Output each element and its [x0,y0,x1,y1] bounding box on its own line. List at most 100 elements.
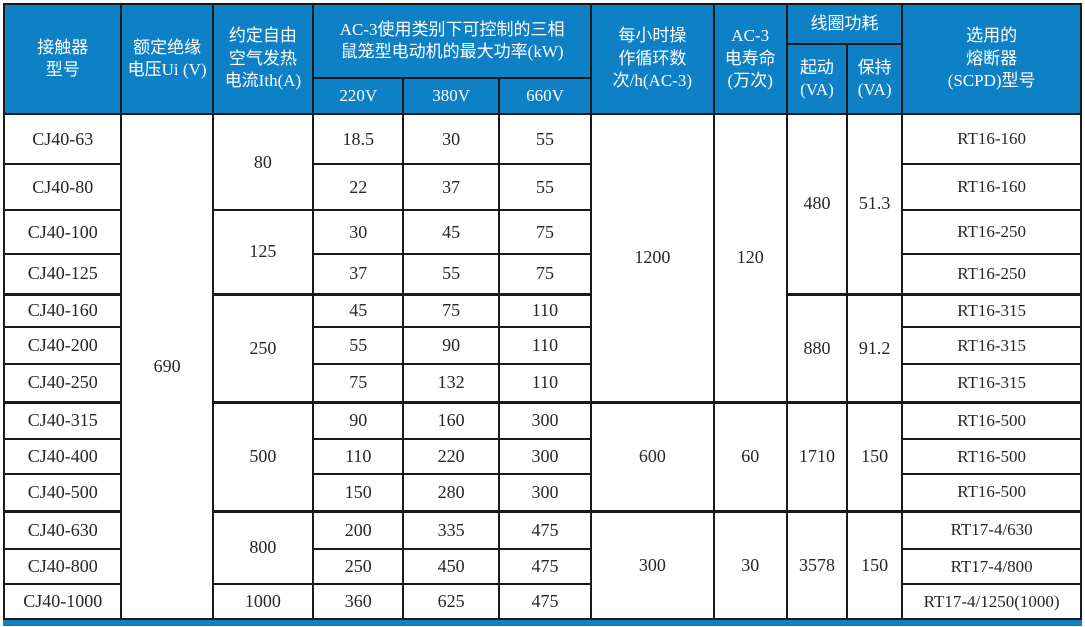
header-power-group: AC-3使用类别下可控制的三相 鼠笼型电动机的最大功率(kW) [312,3,593,79]
power-660-cell: 110 [497,326,593,365]
thermal-current-cell: 1000 [211,583,315,620]
model-cell: CJ40-315 [2,400,123,440]
table-row: CJ40-80 22 37 55 RT16-160 [2,163,1082,211]
header-coil-start: 起动 (VA) [785,43,849,115]
power-660-cell: 55 [497,163,593,211]
power-380-cell: 90 [402,326,500,365]
table-row: CJ40-630 800 200 335 475 300 30 3578 150… [2,509,1082,620]
insulation-voltage-cell: 690 [120,113,214,620]
table-header: 接触器 型号 额定绝缘 电压Ui (V) 约定自由 空气发热 电流Ith(A) … [2,3,1082,115]
power-220-cell: 90 [312,400,405,440]
power-380-cell: 160 [402,400,500,440]
power-660-cell: 300 [497,438,593,475]
model-cell: CJ40-63 [2,113,123,165]
power-660-cell: 75 [497,209,593,255]
life-cell: 120 [712,113,788,403]
table-row: CJ40-1000 1000 360 625 475 RT17-4/1250(1… [2,583,1082,620]
model-cell: CJ40-200 [2,326,123,365]
power-380-cell: 132 [402,363,500,403]
table-row: CJ40-400 110 220 300 RT16-500 [2,438,1082,475]
header-cycles-per-hour: 每小时操 作循环数 次/h(AC-3) [590,3,715,115]
life-cell: 60 [712,400,788,512]
header-insulation-voltage: 额定绝缘 电压Ui (V) [120,3,214,115]
power-380-cell: 220 [402,438,500,475]
coil-hold-cell: 150 [846,400,904,512]
power-220-cell: 250 [312,548,405,585]
table-row: CJ40-200 55 90 110 RT16-315 [2,326,1082,365]
power-660-cell: 55 [497,113,593,165]
coil-hold-cell: 51.3 [846,113,904,295]
coil-start-cell: 480 [785,113,849,295]
header-coil-hold: 保持 (VA) [846,43,904,115]
header-220v: 220V [312,77,405,115]
power-220-cell: 110 [312,438,405,475]
fuse-cell: RT17-4/1250(1000) [901,583,1082,620]
power-380-cell: 280 [402,473,500,512]
table-row: CJ40-500 150 280 300 RT16-500 [2,473,1082,512]
power-380-cell: 450 [402,548,500,585]
power-220-cell: 150 [312,473,405,512]
table-row: CJ40-800 250 450 475 RT17-4/800 [2,548,1082,585]
model-cell: CJ40-80 [2,163,123,211]
model-cell: CJ40-125 [2,253,123,295]
table-row: CJ40-100 125 30 45 75 RT16-250 [2,209,1082,295]
coil-start-cell: 1710 [785,400,849,512]
cycles-cell: 1200 [590,113,715,403]
fuse-cell: RT16-160 [901,163,1082,211]
power-660-cell: 475 [497,583,593,620]
model-cell: CJ40-1000 [2,583,123,620]
thermal-current-cell: 500 [211,400,315,512]
power-660-cell: 300 [497,400,593,440]
model-cell: CJ40-800 [2,548,123,585]
fuse-cell: RT17-4/630 [901,509,1082,550]
model-cell: CJ40-400 [2,438,123,475]
model-cell: CJ40-250 [2,363,123,403]
power-220-cell: 200 [312,509,405,550]
fuse-cell: RT16-250 [901,209,1082,255]
power-660-cell: 110 [497,363,593,403]
power-220-cell: 55 [312,326,405,365]
power-220-cell: 75 [312,363,405,403]
table-row: CJ40-250 75 132 110 RT16-315 [2,363,1082,403]
power-220-cell: 360 [312,583,405,620]
power-660-cell: 475 [497,548,593,585]
fuse-cell: RT16-315 [901,363,1082,403]
model-cell: CJ40-500 [2,473,123,512]
fuse-cell: RT16-160 [901,113,1082,165]
fuse-cell: RT16-500 [901,438,1082,475]
header-380v: 380V [402,77,500,115]
thermal-current-cell: 80 [211,113,315,211]
header-fuse-model: 选用的 熔断器 (SCPD)型号 [901,3,1082,115]
model-cell: CJ40-630 [2,509,123,550]
power-380-cell: 45 [402,209,500,255]
power-220-cell: 22 [312,163,405,211]
fuse-cell: RT16-500 [901,473,1082,512]
model-cell: CJ40-160 [2,292,123,328]
table-row: CJ40-125 37 55 75 RT16-250 [2,253,1082,295]
header-electrical-life: AC-3 电寿命 (万次) [712,3,788,115]
header-660v: 660V [497,77,593,115]
bottom-accent-bar [3,620,1082,626]
power-380-cell: 335 [402,509,500,550]
power-660-cell: 475 [497,509,593,550]
fuse-cell: RT17-4/800 [901,548,1082,585]
fuse-cell: RT16-315 [901,292,1082,328]
thermal-current-cell: 250 [211,292,315,403]
coil-start-cell: 880 [785,292,849,403]
power-220-cell: 18.5 [312,113,405,165]
power-220-cell: 30 [312,209,405,255]
header-model: 接触器 型号 [2,3,123,115]
coil-hold-cell: 91.2 [846,292,904,403]
thermal-current-cell: 800 [211,509,315,585]
fuse-cell: RT16-250 [901,253,1082,295]
table-row: CJ40-160 250 45 75 110 880 91.2 RT16-315 [2,292,1082,403]
table-body: CJ40-63 690 80 18.5 30 55 1200 120 480 5… [2,113,1082,620]
table-row: CJ40-63 690 80 18.5 30 55 1200 120 480 5… [2,113,1082,620]
fuse-cell: RT16-315 [901,326,1082,365]
power-380-cell: 30 [402,113,500,165]
power-380-cell: 55 [402,253,500,295]
cycles-cell: 300 [590,509,715,620]
power-380-cell: 625 [402,583,500,620]
model-cell: CJ40-100 [2,209,123,255]
